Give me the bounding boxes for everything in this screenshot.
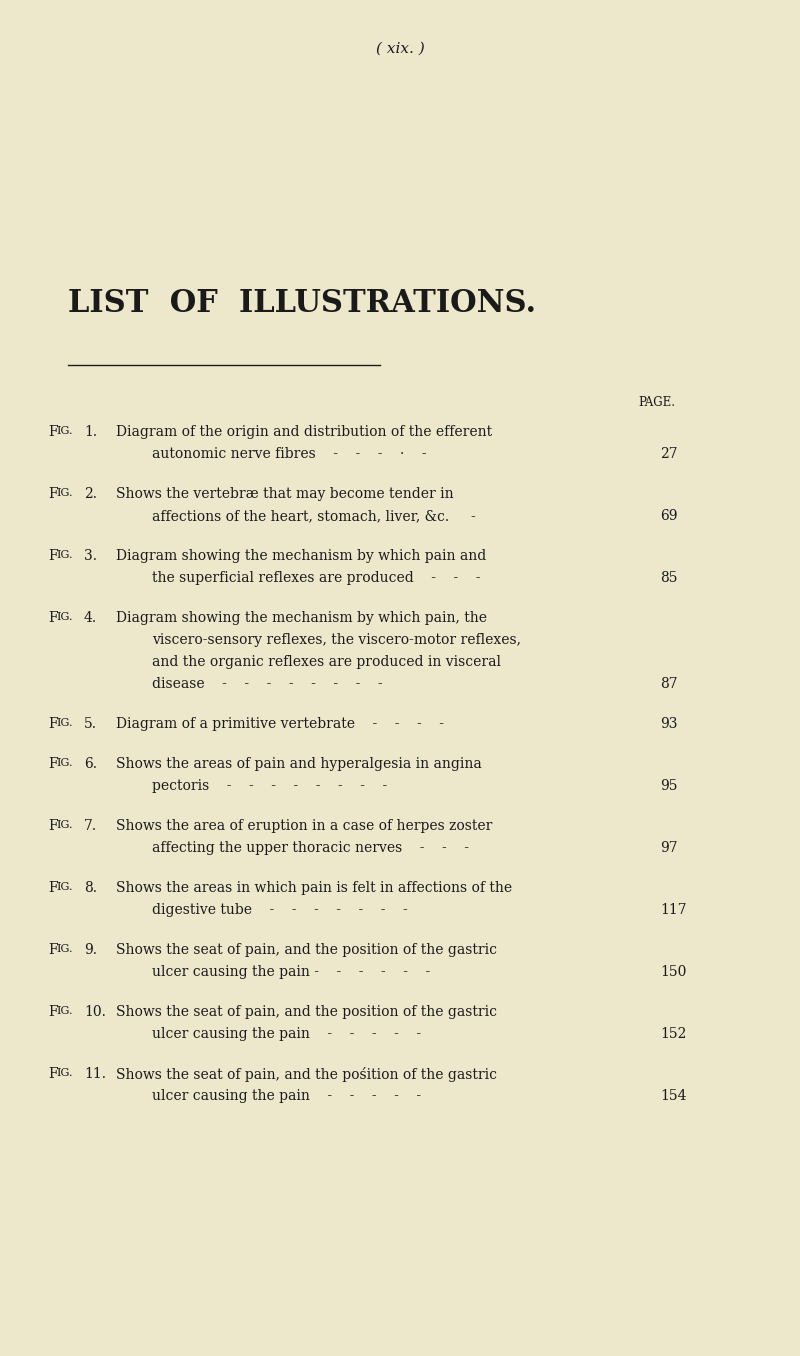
Text: IG.: IG.	[56, 820, 73, 830]
Text: 154: 154	[660, 1089, 686, 1102]
Text: 8.: 8.	[84, 881, 97, 895]
Text: F: F	[48, 549, 58, 563]
Text: F: F	[48, 757, 58, 772]
Text: disease    -    -    -    -    -    -    -    -: disease - - - - - - - -	[152, 677, 382, 692]
Text: F: F	[48, 717, 58, 731]
Text: 11.: 11.	[84, 1067, 106, 1081]
Text: ulcer causing the pain -    -    -    -    -    -: ulcer causing the pain - - - - - -	[152, 965, 430, 979]
Text: Shows the areas in which pain is felt in affections of the: Shows the areas in which pain is felt in…	[116, 881, 512, 895]
Text: pectoris    -    -    -    -    -    -    -    -: pectoris - - - - - - - -	[152, 778, 387, 793]
Text: 5.: 5.	[84, 717, 97, 731]
Text: 97: 97	[660, 841, 678, 856]
Text: and the organic reflexes are produced in visceral: and the organic reflexes are produced in…	[152, 655, 501, 669]
Text: ulcer causing the pain    -    -    -    -    -: ulcer causing the pain - - - - -	[152, 1089, 421, 1102]
Text: 4.: 4.	[84, 612, 97, 625]
Text: 3.: 3.	[84, 549, 97, 563]
Text: 150: 150	[660, 965, 686, 979]
Text: ( xix. ): ( xix. )	[376, 42, 424, 56]
Text: F: F	[48, 819, 58, 833]
Text: Shows the seat of pain, and the position of the gastric: Shows the seat of pain, and the position…	[116, 942, 497, 957]
Text: F: F	[48, 881, 58, 895]
Text: 95: 95	[660, 778, 678, 793]
Text: Diagram of a primitive vertebrate    -    -    -    -: Diagram of a primitive vertebrate - - - …	[116, 717, 444, 731]
Text: 93: 93	[660, 717, 678, 731]
Text: viscero-sensory reflexes, the viscero-motor reflexes,: viscero-sensory reflexes, the viscero-mo…	[152, 633, 521, 647]
Text: LIST  OF  ILLUSTRATIONS.: LIST OF ILLUSTRATIONS.	[68, 287, 536, 319]
Text: IG.: IG.	[56, 427, 73, 437]
Text: ulcer causing the pain    -    -    -    -    -: ulcer causing the pain - - - - -	[152, 1026, 421, 1041]
Text: 2.: 2.	[84, 487, 97, 500]
Text: F: F	[48, 612, 58, 625]
Text: IG.: IG.	[56, 719, 73, 728]
Text: 85: 85	[660, 571, 678, 584]
Text: affections of the heart, stomach, liver, &c.     -: affections of the heart, stomach, liver,…	[152, 508, 476, 523]
Text: 6.: 6.	[84, 757, 97, 772]
Text: IG.: IG.	[56, 488, 73, 499]
Text: 117: 117	[660, 903, 686, 917]
Text: F: F	[48, 1005, 58, 1018]
Text: Diagram showing the mechanism by which pain, the: Diagram showing the mechanism by which p…	[116, 612, 487, 625]
Text: F: F	[48, 942, 58, 957]
Text: digestive tube    -    -    -    -    -    -    -: digestive tube - - - - - - -	[152, 903, 408, 917]
Text: Diagram of the origin and distribution of the efferent: Diagram of the origin and distribution o…	[116, 424, 492, 439]
Text: 7.: 7.	[84, 819, 97, 833]
Text: F: F	[48, 487, 58, 500]
Text: IG.: IG.	[56, 1069, 73, 1078]
Text: IG.: IG.	[56, 883, 73, 892]
Text: Shows the seat of pain, and the pośition of the gastric: Shows the seat of pain, and the pośition…	[116, 1067, 497, 1082]
Text: Shows the seat of pain, and the position of the gastric: Shows the seat of pain, and the position…	[116, 1005, 497, 1018]
Text: Shows the area of eruption in a case of herpes zoster: Shows the area of eruption in a case of …	[116, 819, 492, 833]
Text: IG.: IG.	[56, 758, 73, 769]
Text: the superficial reflexes are produced    -    -    -: the superficial reflexes are produced - …	[152, 571, 481, 584]
Text: 1.: 1.	[84, 424, 97, 439]
Text: 87: 87	[660, 677, 678, 692]
Text: 10.: 10.	[84, 1005, 106, 1018]
Text: F: F	[48, 424, 58, 439]
Text: IG.: IG.	[56, 551, 73, 560]
Text: IG.: IG.	[56, 613, 73, 622]
Text: 9.: 9.	[84, 942, 97, 957]
Text: IG.: IG.	[56, 1006, 73, 1017]
Text: 27: 27	[660, 447, 678, 461]
Text: affecting the upper thoracic nerves    -    -    -: affecting the upper thoracic nerves - - …	[152, 841, 469, 856]
Text: autonomic nerve fibres    -    -    -    ·    -: autonomic nerve fibres - - - · -	[152, 447, 426, 461]
Text: Shows the vertebræ that may become tender in: Shows the vertebræ that may become tende…	[116, 487, 454, 500]
Text: IG.: IG.	[56, 945, 73, 955]
Text: Diagram showing the mechanism by which pain and: Diagram showing the mechanism by which p…	[116, 549, 486, 563]
Text: F: F	[48, 1067, 58, 1081]
Text: PAGE.: PAGE.	[638, 396, 675, 410]
Text: 69: 69	[660, 508, 678, 523]
Text: Shows the areas of pain and hyperalgesia in angina: Shows the areas of pain and hyperalgesia…	[116, 757, 482, 772]
Text: 152: 152	[660, 1026, 686, 1041]
